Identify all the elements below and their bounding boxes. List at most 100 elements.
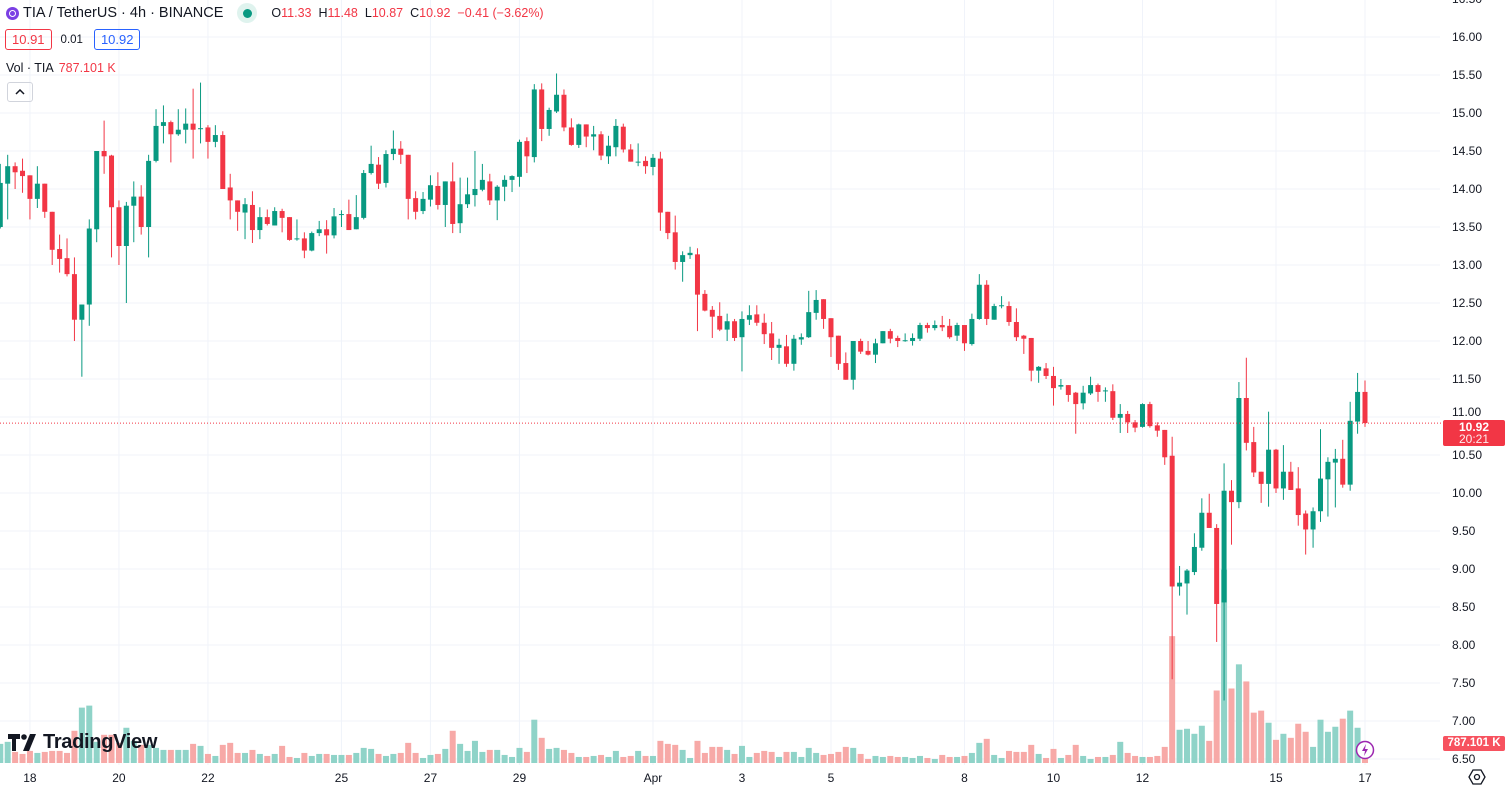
candle[interactable]	[1258, 471, 1264, 503]
settings-icon[interactable]	[1468, 768, 1486, 786]
candle[interactable]	[353, 195, 359, 230]
candle[interactable]	[568, 118, 574, 146]
candle[interactable]	[227, 173, 233, 220]
candle[interactable]	[279, 208, 285, 233]
candle[interactable]	[628, 144, 634, 162]
candle[interactable]	[71, 257, 77, 341]
candle[interactable]	[1347, 401, 1353, 491]
candle[interactable]	[235, 200, 241, 231]
candle[interactable]	[205, 125, 211, 159]
candle[interactable]	[709, 306, 715, 338]
candle[interactable]	[264, 209, 270, 226]
lightning-icon[interactable]	[1355, 740, 1375, 760]
volume-label[interactable]: Vol · TIA	[6, 61, 54, 75]
candle[interactable]	[86, 219, 92, 326]
candle[interactable]	[947, 318, 953, 339]
candle[interactable]	[954, 322, 960, 341]
candle[interactable]	[821, 299, 827, 329]
candle[interactable]	[198, 82, 204, 144]
candle[interactable]	[1036, 366, 1042, 383]
candle[interactable]	[487, 173, 493, 205]
candle[interactable]	[1169, 436, 1175, 680]
candle[interactable]	[420, 192, 426, 215]
candle[interactable]	[1362, 380, 1368, 427]
candle[interactable]	[858, 338, 864, 354]
candle[interactable]	[450, 162, 456, 234]
candle[interactable]	[116, 200, 122, 265]
candle[interactable]	[220, 131, 226, 189]
candle[interactable]	[1162, 429, 1168, 465]
candle[interactable]	[109, 154, 115, 258]
candle[interactable]	[1065, 385, 1071, 402]
symbol-title[interactable]: TIA / TetherUS · 4h · BINANCE	[23, 5, 224, 21]
candle[interactable]	[301, 232, 307, 259]
candle[interactable]	[1303, 510, 1309, 555]
candle[interactable]	[1214, 524, 1220, 642]
candle[interactable]	[665, 211, 671, 240]
candle[interactable]	[1028, 337, 1034, 382]
candle[interactable]	[0, 163, 3, 229]
candle[interactable]	[435, 172, 441, 210]
candle[interactable]	[880, 331, 886, 344]
candle[interactable]	[1132, 420, 1138, 433]
candle[interactable]	[702, 290, 708, 312]
candle[interactable]	[1236, 382, 1242, 509]
candle[interactable]	[732, 318, 738, 341]
candle[interactable]	[1139, 403, 1145, 428]
candle[interactable]	[509, 175, 515, 193]
candle[interactable]	[390, 130, 396, 161]
market-open-icon[interactable]	[237, 3, 258, 23]
candle[interactable]	[850, 341, 856, 390]
candle[interactable]	[1340, 439, 1346, 488]
candle[interactable]	[1332, 448, 1338, 508]
candle[interactable]	[376, 157, 382, 189]
candle[interactable]	[613, 119, 619, 157]
candle[interactable]	[524, 137, 530, 174]
candle[interactable]	[5, 154, 11, 220]
candle[interactable]	[1221, 463, 1227, 701]
candle[interactable]	[910, 333, 916, 346]
candle[interactable]	[331, 208, 337, 239]
candle[interactable]	[539, 83, 545, 142]
candle[interactable]	[1266, 411, 1272, 507]
candle[interactable]	[153, 109, 159, 163]
candle[interactable]	[976, 274, 982, 320]
candle[interactable]	[1184, 569, 1190, 615]
candle[interactable]	[1317, 429, 1323, 522]
candle[interactable]	[1273, 448, 1279, 493]
candle[interactable]	[1088, 376, 1094, 395]
candle[interactable]	[724, 313, 730, 341]
candle[interactable]	[49, 211, 55, 265]
candle[interactable]	[1199, 498, 1205, 551]
candle[interactable]	[650, 154, 656, 176]
candle[interactable]	[806, 290, 812, 338]
candle[interactable]	[457, 177, 463, 234]
candle[interactable]	[427, 175, 433, 207]
candle[interactable]	[1310, 507, 1316, 548]
candle[interactable]	[643, 156, 649, 174]
candle[interactable]	[969, 313, 975, 346]
candle[interactable]	[620, 123, 626, 153]
candle[interactable]	[272, 207, 278, 226]
candle[interactable]	[1325, 457, 1331, 517]
candle[interactable]	[739, 311, 745, 372]
candle[interactable]	[917, 322, 923, 341]
candle[interactable]	[598, 131, 604, 161]
candle[interactable]	[635, 143, 641, 167]
candle[interactable]	[1050, 366, 1056, 406]
candle[interactable]	[1355, 372, 1361, 434]
candle[interactable]	[1295, 467, 1301, 526]
candle[interactable]	[999, 296, 1005, 309]
candle[interactable]	[212, 125, 218, 148]
candle[interactable]	[798, 333, 804, 345]
candle[interactable]	[1280, 445, 1286, 500]
candle[interactable]	[1154, 422, 1160, 437]
candle[interactable]	[131, 181, 137, 243]
candle[interactable]	[1058, 379, 1064, 390]
candle[interactable]	[175, 109, 181, 136]
candle[interactable]	[1043, 363, 1049, 379]
candle[interactable]	[413, 191, 419, 220]
candle[interactable]	[1006, 301, 1012, 326]
candle[interactable]	[761, 313, 767, 345]
